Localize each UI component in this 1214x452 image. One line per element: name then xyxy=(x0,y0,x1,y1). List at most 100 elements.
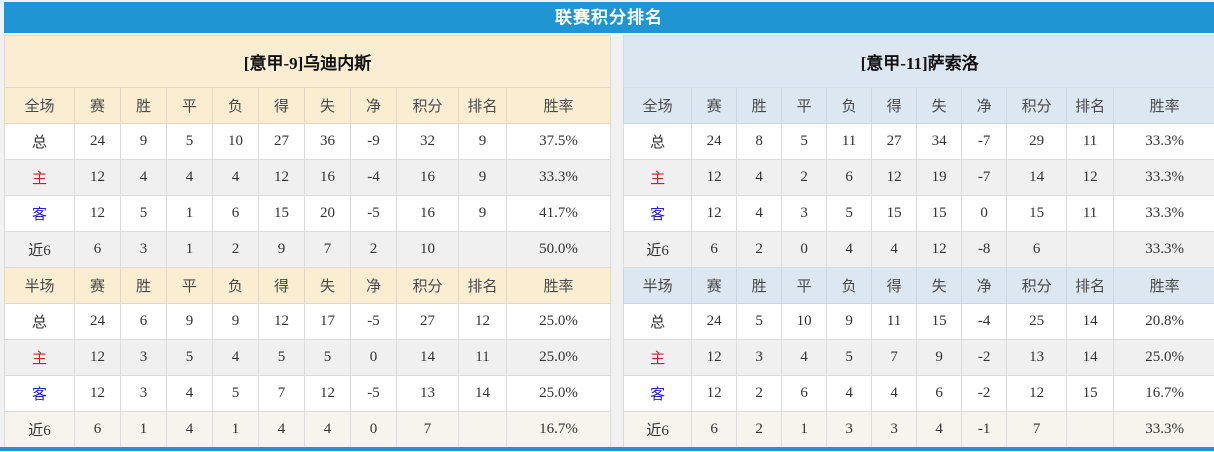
losses-cell: 6 xyxy=(826,159,873,196)
draws-cell: 1 xyxy=(781,411,828,448)
column-header: 排名 xyxy=(458,267,507,304)
goals-for-cell: 11 xyxy=(871,303,918,340)
games-cell: 6 xyxy=(691,411,738,448)
goals-against-cell: 20 xyxy=(304,195,351,232)
games-cell: 12 xyxy=(74,159,121,196)
points-cell: 14 xyxy=(396,339,459,376)
wins-cell: 3 xyxy=(120,339,167,376)
team-header-row: [意甲-9]乌迪内斯 xyxy=(3,35,612,88)
games-cell: 24 xyxy=(691,303,738,340)
winrate-cell: 33.3% xyxy=(1113,195,1214,232)
points-cell: 13 xyxy=(1006,339,1068,376)
table-row: 主 12 4 4 4 12 16 -4 16 9 33.3% xyxy=(4,159,612,196)
wins-cell: 2 xyxy=(736,375,783,412)
wins-cell: 9 xyxy=(120,123,167,160)
winrate-cell: 25.0% xyxy=(505,303,612,340)
halftime-header-row: 半场赛胜平负得失净积分 排名 胜率 xyxy=(4,267,612,304)
column-header: 全场 xyxy=(4,87,75,124)
stats-table-away-team: [意甲-11]萨索洛 全场赛胜平负得失净积分 排名 胜率总 24 8 5 11 27 34 -7 29… xyxy=(623,35,1214,448)
rank-cell: 11 xyxy=(1066,195,1115,232)
goals-for-cell: 9 xyxy=(258,231,305,268)
points-cell: 29 xyxy=(1006,123,1068,160)
column-header: 赛 xyxy=(691,87,738,124)
row-label: 客 xyxy=(623,195,693,232)
goals-against-cell: 4 xyxy=(916,411,963,448)
points-cell: 7 xyxy=(1006,411,1068,448)
losses-cell: 3 xyxy=(826,411,873,448)
games-cell: 24 xyxy=(691,123,738,160)
goals-for-cell: 12 xyxy=(258,303,305,340)
row-label: 主 xyxy=(4,339,75,376)
goals-against-cell: 4 xyxy=(304,411,351,448)
draws-cell: 1 xyxy=(166,231,213,268)
winrate-cell: 37.5% xyxy=(505,123,612,160)
table-row: 主 12 3 5 4 5 5 0 14 11 25.0% xyxy=(4,339,612,376)
losses-cell: 2 xyxy=(212,231,259,268)
column-header: 负 xyxy=(212,267,259,304)
column-header: 平 xyxy=(166,267,213,304)
bottom-accent-bar xyxy=(0,447,1214,451)
winrate-cell: 25.0% xyxy=(505,375,612,412)
column-header: 积分 xyxy=(1006,87,1068,124)
rank-cell: 9 xyxy=(458,195,507,232)
points-cell: 7 xyxy=(396,411,459,448)
draws-cell: 5 xyxy=(781,123,828,160)
draws-cell: 4 xyxy=(166,159,213,196)
goals-for-cell: 7 xyxy=(871,339,918,376)
wins-cell: 4 xyxy=(736,195,783,232)
losses-cell: 9 xyxy=(212,303,259,340)
goals-against-cell: 15 xyxy=(916,303,963,340)
losses-cell: 5 xyxy=(826,195,873,232)
draws-cell: 4 xyxy=(166,411,213,448)
points-cell: 14 xyxy=(1006,159,1068,196)
column-header: 负 xyxy=(212,87,259,124)
winrate-cell: 33.3% xyxy=(1113,411,1214,448)
table-row: 近6 6 1 4 1 4 4 0 7 16.7% xyxy=(4,411,612,448)
column-header: 胜率 xyxy=(505,87,612,124)
goals-for-cell: 15 xyxy=(258,195,305,232)
points-cell: 16 xyxy=(396,159,459,196)
column-header: 失 xyxy=(916,87,963,124)
goals-for-cell: 5 xyxy=(258,339,305,376)
column-header: 胜 xyxy=(736,267,783,304)
column-header: 平 xyxy=(781,267,828,304)
goals-against-cell: 7 xyxy=(304,231,351,268)
games-cell: 12 xyxy=(691,339,738,376)
games-cell: 12 xyxy=(74,339,121,376)
winrate-cell: 41.7% xyxy=(505,195,612,232)
wins-cell: 2 xyxy=(736,411,783,448)
column-header: 净 xyxy=(350,267,397,304)
goals-for-cell: 12 xyxy=(258,159,305,196)
column-header: 排名 xyxy=(458,87,507,124)
losses-cell: 4 xyxy=(212,159,259,196)
column-header: 积分 xyxy=(396,87,459,124)
stats-table-home-team: [意甲-9]乌迪内斯 全场赛胜平负得失净积分 排名 胜率总 24 9 5 10 27 36 -9 32… xyxy=(3,35,612,448)
row-label: 客 xyxy=(4,375,75,412)
rank-cell: 12 xyxy=(1066,159,1115,196)
goal-diff-cell: -4 xyxy=(350,159,397,196)
draws-cell: 5 xyxy=(166,339,213,376)
column-header: 胜 xyxy=(120,267,167,304)
draws-cell: 2 xyxy=(781,159,828,196)
table-row: 客 12 2 6 4 4 6 -2 12 15 16.7% xyxy=(623,375,1214,412)
rank-cell xyxy=(458,231,507,268)
goals-against-cell: 12 xyxy=(304,375,351,412)
draws-cell: 1 xyxy=(166,195,213,232)
goal-diff-cell: -4 xyxy=(961,303,1008,340)
team-title: [意甲-11]萨索洛 xyxy=(623,35,1214,88)
column-header: 胜率 xyxy=(505,267,612,304)
points-cell: 12 xyxy=(1006,375,1068,412)
wins-cell: 4 xyxy=(736,159,783,196)
goals-against-cell: 6 xyxy=(916,375,963,412)
table-row: 近6 6 2 1 3 3 4 -1 7 33.3% xyxy=(623,411,1214,448)
table-row: 主 12 3 4 5 7 9 -2 13 14 25.0% xyxy=(623,339,1214,376)
winrate-cell: 33.3% xyxy=(1113,231,1214,268)
row-label: 客 xyxy=(4,195,75,232)
column-header: 平 xyxy=(166,87,213,124)
draws-cell: 6 xyxy=(781,375,828,412)
column-header: 净 xyxy=(961,267,1008,304)
team-title: [意甲-9]乌迪内斯 xyxy=(3,35,612,88)
row-label: 客 xyxy=(623,375,693,412)
goals-against-cell: 19 xyxy=(916,159,963,196)
